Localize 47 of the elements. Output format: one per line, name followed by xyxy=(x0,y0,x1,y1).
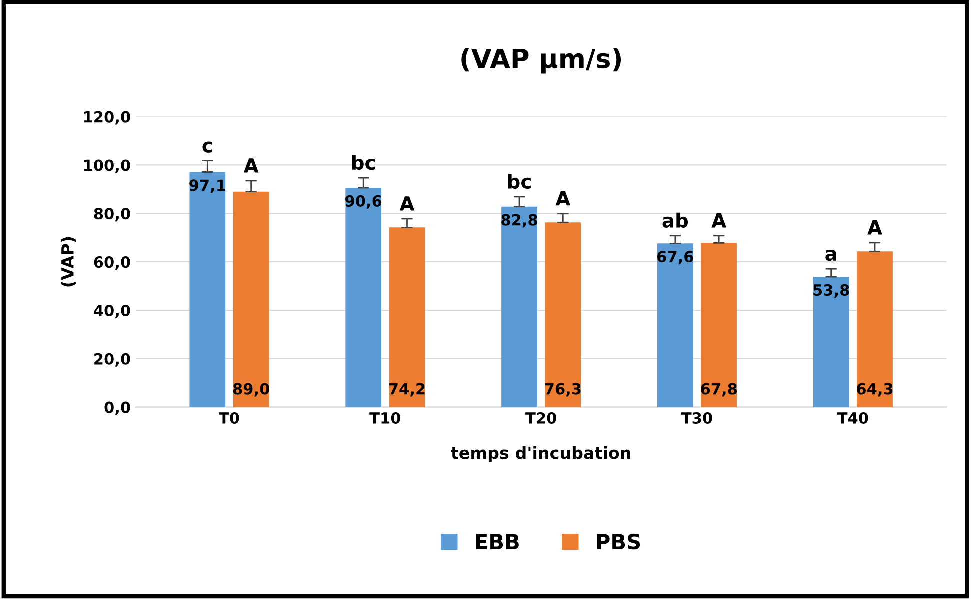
annotation: A xyxy=(712,214,727,228)
bar xyxy=(346,188,382,408)
chart-title: (VAP µm/s) xyxy=(462,48,622,74)
data-label: 67,6 xyxy=(658,251,694,265)
x-tick-label: T40 xyxy=(837,412,868,424)
x-tick-label: T30 xyxy=(681,412,712,424)
annotation: A xyxy=(244,158,259,173)
annotation: A xyxy=(868,220,882,235)
data-label: 64,3 xyxy=(857,383,893,397)
y-tick-label: 40,0 xyxy=(94,304,130,318)
y-axis-title: (VAP) xyxy=(61,237,76,287)
bar xyxy=(190,172,226,408)
annotation: a xyxy=(826,250,836,262)
annotation: A xyxy=(400,196,415,211)
data-label: 97,1 xyxy=(190,180,226,194)
x-tick-label: T20 xyxy=(526,412,556,424)
annotation: c xyxy=(202,142,212,153)
data-label: 82,8 xyxy=(502,214,538,228)
y-tick-label: 80,0 xyxy=(94,208,130,222)
bar xyxy=(545,222,582,408)
y-tick-label: 60,0 xyxy=(94,256,130,270)
bar xyxy=(389,228,426,408)
legend-label: EBB xyxy=(476,534,519,550)
y-tick-label: 20,0 xyxy=(94,353,130,367)
bar xyxy=(857,252,893,408)
annotation: ab xyxy=(662,212,688,228)
data-label: 67,8 xyxy=(701,383,737,397)
bar xyxy=(701,243,738,408)
annotation: bc xyxy=(352,155,376,170)
x-tick-label: T0 xyxy=(219,412,240,424)
x-tick-label: T10 xyxy=(370,412,401,424)
data-label: 74,2 xyxy=(389,383,425,397)
x-axis-title: temps d'incubation xyxy=(451,446,630,463)
bar xyxy=(813,277,850,408)
bar xyxy=(657,244,694,408)
annotation: A xyxy=(556,192,571,206)
bar xyxy=(233,192,270,408)
data-label: 76,3 xyxy=(545,383,581,397)
y-tick-label: 0,0 xyxy=(104,402,130,416)
data-label: 90,6 xyxy=(346,195,382,209)
y-tick-label: 100,0 xyxy=(84,160,130,174)
legend-label: PBS xyxy=(597,534,640,550)
data-label: 89,0 xyxy=(233,383,270,397)
annotation: bc xyxy=(508,174,531,190)
data-label: 53,8 xyxy=(814,284,850,298)
bar xyxy=(502,206,538,408)
y-tick-label: 120,0 xyxy=(84,111,130,125)
